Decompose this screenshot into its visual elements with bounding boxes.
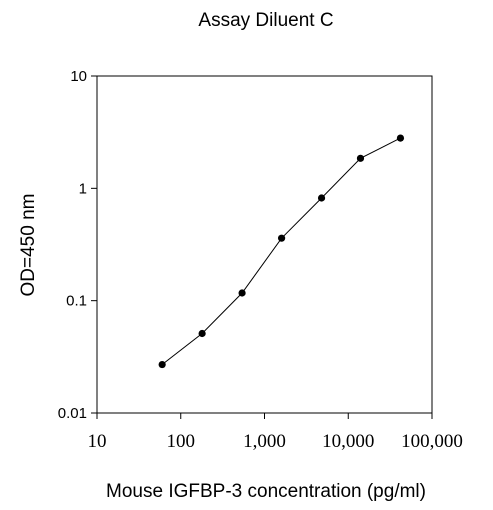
data-point — [317, 194, 326, 202]
y-tick-label: 0.1 — [66, 293, 87, 310]
data-point — [158, 360, 166, 369]
y-tick-label: 10 — [70, 68, 87, 85]
series-line — [161, 137, 401, 365]
data-point — [277, 234, 286, 242]
y-tick-label: 1 — [79, 180, 87, 197]
x-tick-label: 100,000 — [401, 431, 463, 452]
plot-frame — [96, 75, 433, 414]
x-tick-label: 100 — [167, 431, 196, 452]
data-point — [356, 154, 365, 162]
x-tick-label: 10,000 — [322, 431, 374, 452]
data-point — [238, 289, 246, 297]
data-point — [198, 329, 206, 338]
axes: 0.01 0.1 1 10 10 100 1,000 10,000 100,000 — [58, 68, 463, 452]
x-tick-label: 1,000 — [243, 431, 286, 452]
x-tick-label: 10 — [88, 431, 107, 452]
y-tick-label: 0.01 — [58, 405, 87, 422]
y-axis-label: OD=450 nm — [18, 194, 39, 297]
data-point — [396, 134, 405, 142]
chart-title: Assay Diluent C — [198, 10, 333, 31]
x-axis-label: Mouse IGFBP-3 concentration (pg/ml) — [106, 481, 426, 502]
series-group — [158, 134, 405, 369]
